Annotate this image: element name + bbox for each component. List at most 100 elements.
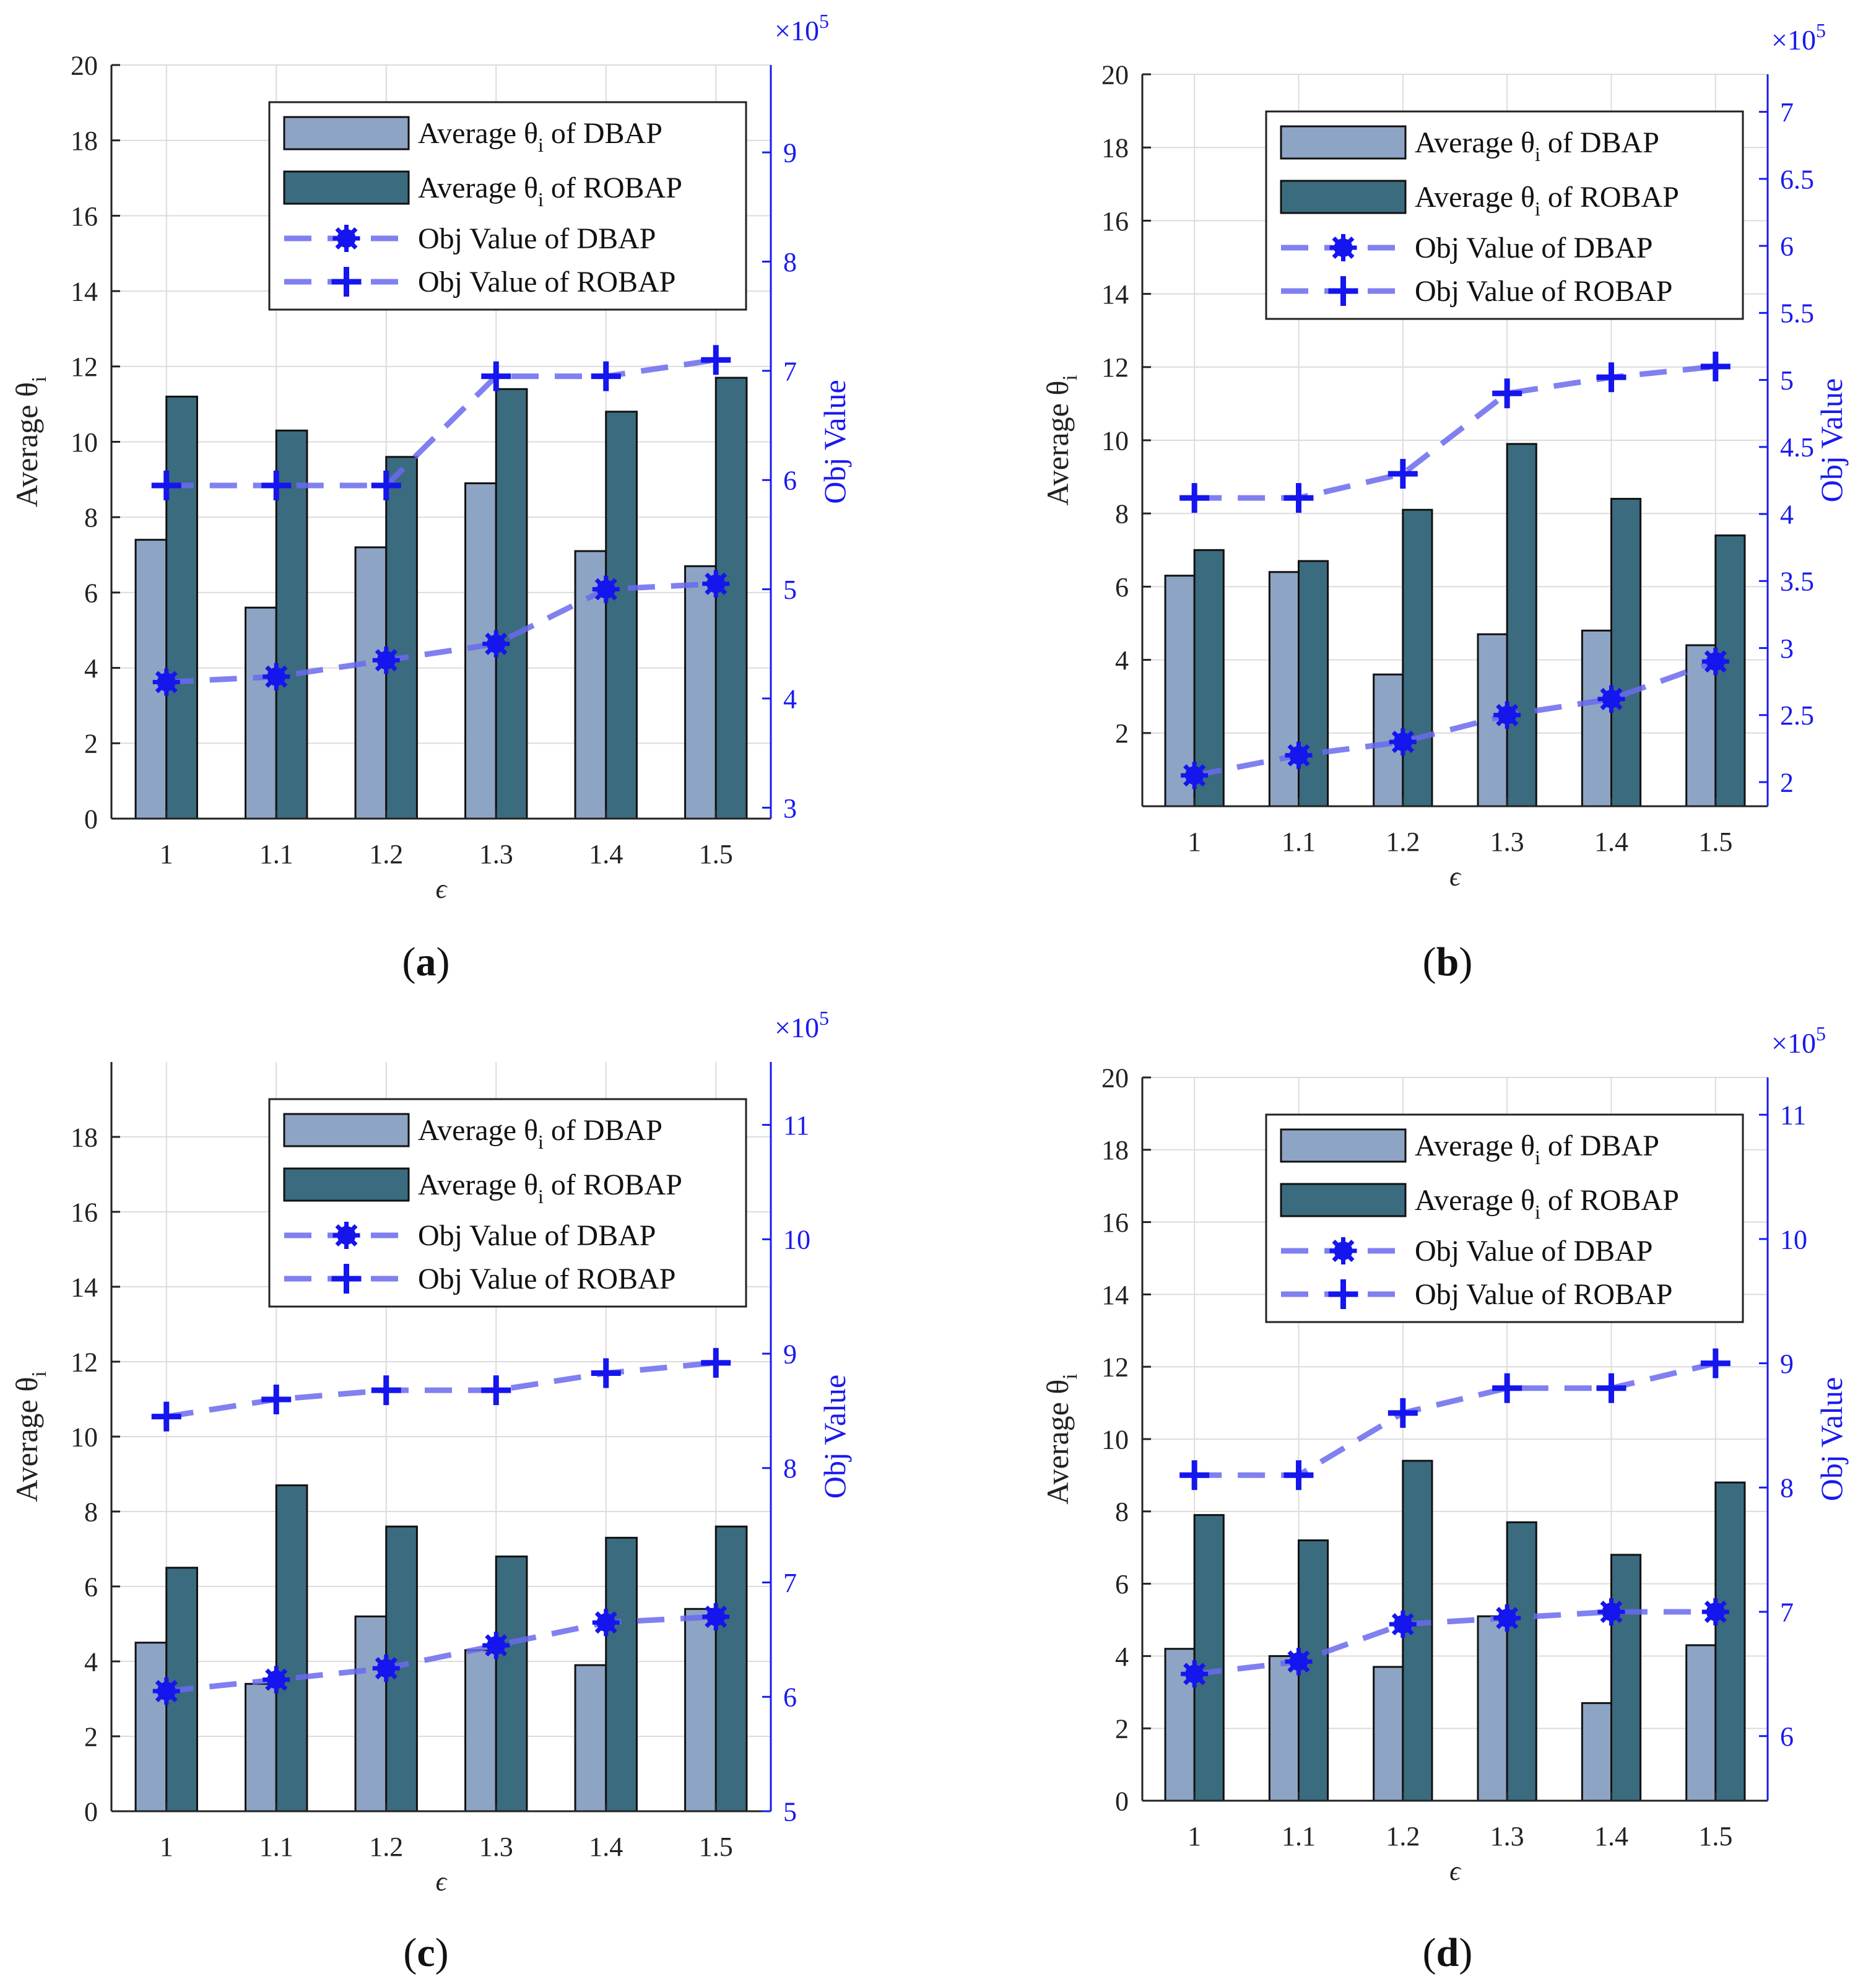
asterisk-marker-ray <box>1183 1663 1206 1686</box>
asterisk-marker-ray <box>705 572 727 595</box>
y2-tick-label: 9 <box>1780 1349 1794 1379</box>
x-tick-label: 1.2 <box>369 1832 403 1862</box>
y-tick-label: 16 <box>1101 206 1129 237</box>
bar-dbap <box>134 1642 168 1812</box>
panel-caption: (d) <box>1423 1930 1473 1975</box>
legend-label-dbap-bar: Average θi of DBAP <box>418 117 662 156</box>
y2-multiplier: ×105 <box>1771 1022 1826 1059</box>
point-robap <box>1596 362 1626 393</box>
y-tick-label: 12 <box>1101 1352 1129 1383</box>
legend-swatch-dbap <box>1280 125 1407 160</box>
series-line-dbap <box>166 581 716 685</box>
bar-robap <box>605 1536 638 1812</box>
point-dbap <box>152 1677 180 1705</box>
point-robap <box>1179 483 1210 513</box>
y2-tick-label: 6.5 <box>1780 164 1814 194</box>
point-robap <box>591 361 621 391</box>
bar-robap <box>495 1555 528 1812</box>
point-robap <box>1596 1373 1626 1403</box>
legend-label-robap-obj: Obj Value of ROBAP <box>1415 275 1672 308</box>
y2-tick-label: 9 <box>783 138 797 168</box>
y2-axis-label: Obj Value <box>817 1375 852 1499</box>
bar-robap <box>1298 560 1329 807</box>
point-robap <box>1492 1373 1522 1403</box>
x-tick-label: 1.5 <box>699 839 733 869</box>
bar-dbap <box>245 606 277 820</box>
point-dbap <box>263 1666 290 1694</box>
legend-marker-dbap <box>332 225 360 252</box>
x-tick-label: 1.4 <box>1594 1821 1628 1851</box>
y-tick-label: 8 <box>84 503 98 533</box>
asterisk-marker-ray <box>1287 1650 1310 1673</box>
bar-robap <box>714 376 748 820</box>
point-robap <box>151 1401 181 1432</box>
point-robap <box>1283 1460 1314 1490</box>
y2-tick-label: 4 <box>783 684 797 714</box>
asterisk-marker-ray <box>265 665 288 688</box>
y-tick-label: 6 <box>84 578 98 608</box>
legend: Average θi of DBAP Average θi of ROBAP Obj… <box>268 1098 747 1308</box>
point-robap <box>1700 1348 1731 1378</box>
x-tick-label: 1.3 <box>1490 827 1524 857</box>
asterisk-marker-ray <box>1391 1612 1414 1636</box>
point-robap <box>1179 1460 1210 1490</box>
bar-robap <box>1193 549 1225 807</box>
legend-swatch-robap <box>283 1167 410 1202</box>
legend: Average θi of DBAP Average θi of ROBAP Obj… <box>1265 110 1744 320</box>
y2-tick-label: 2 <box>1780 767 1794 798</box>
point-dbap <box>702 1603 730 1630</box>
y2-tick-label: 10 <box>783 1225 810 1255</box>
legend-marker-robap <box>331 1264 362 1294</box>
point-robap <box>1387 1398 1418 1428</box>
legend-marker-robap <box>331 267 362 297</box>
y-tick-label: 10 <box>1101 425 1129 456</box>
asterisk-marker-ray <box>705 1605 727 1628</box>
y-tick-label: 10 <box>71 1422 98 1452</box>
series-line-robap <box>1194 363 1716 501</box>
asterisk-marker-ray <box>594 578 617 601</box>
legend-label-robap-bar: Average θi of ROBAP <box>418 1168 682 1207</box>
legend-label-dbap-obj: Obj Value of DBAP <box>1415 232 1652 264</box>
legend-marker-dbap <box>1329 234 1357 261</box>
asterisk-marker-ray <box>594 1611 617 1634</box>
point-dbap <box>372 1655 400 1682</box>
asterisk-marker-ray <box>1600 687 1623 710</box>
point-robap <box>1700 351 1731 381</box>
legend: Average θi of DBAP Average θi of ROBAP Obj… <box>268 101 747 311</box>
x-tick-label: 1.5 <box>1698 827 1732 857</box>
y2-tick-label: 3 <box>783 793 797 824</box>
point-robap <box>371 471 401 501</box>
point-dbap <box>372 646 400 674</box>
point-dbap <box>1597 685 1625 713</box>
point-robap <box>481 361 511 391</box>
bar-robap <box>1506 1521 1537 1802</box>
x-tick-label: 1.4 <box>1594 827 1628 857</box>
y-tick-label: 16 <box>71 1197 98 1227</box>
series-line-dbap <box>166 1614 716 1694</box>
y-axis-label: Average θi <box>1040 1373 1082 1505</box>
bar-dbap <box>684 565 717 820</box>
point-robap <box>1283 483 1314 513</box>
y-tick-label: 2 <box>1115 718 1129 749</box>
y2-tick-label: 7 <box>783 1568 797 1598</box>
x-tick-label: 1.2 <box>1386 827 1420 857</box>
y-tick-label: 14 <box>71 277 98 307</box>
point-dbap <box>1389 1611 1417 1638</box>
y2-tick-label: 4.5 <box>1780 432 1814 463</box>
y-tick-label: 18 <box>71 126 98 156</box>
y2-tick-label: 5 <box>1780 365 1794 396</box>
y2-tick-label: 5 <box>783 575 797 605</box>
x-tick-label: 1.1 <box>1282 1821 1316 1851</box>
bar-robap <box>1506 443 1537 807</box>
panel-caption: (c) <box>403 1930 448 1975</box>
bar-dbap <box>1477 1615 1508 1802</box>
y2-tick-label: 9 <box>783 1339 797 1369</box>
panel-caption: (b) <box>1423 939 1473 985</box>
y2-tick-label: 5 <box>783 1796 797 1827</box>
legend: Average θi of DBAP Average θi of ROBAP Obj… <box>1265 1113 1744 1323</box>
y-tick-label: 4 <box>84 653 98 684</box>
y2-tick-label: 7 <box>1780 97 1794 128</box>
legend-swatch-dbap <box>283 1113 410 1147</box>
x-axis-label: ϵ <box>436 1866 448 1897</box>
x-tick-label: 1.2 <box>369 839 403 869</box>
